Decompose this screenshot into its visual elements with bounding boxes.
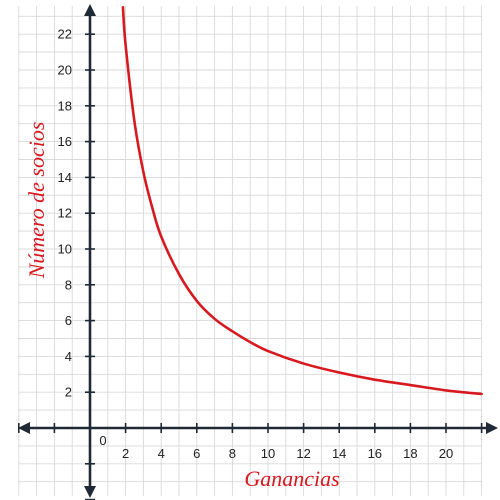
axes bbox=[17, 4, 498, 500]
y-tick-label: 2 bbox=[65, 385, 72, 400]
y-tick-label: 14 bbox=[58, 170, 72, 185]
y-tick-label: 20 bbox=[58, 63, 72, 78]
x-tick-label: 18 bbox=[403, 446, 417, 461]
x-axis-arrow-right bbox=[486, 422, 498, 434]
tick-labels: 2 4 6 8 10 12 14 16 18 20 2 4 6 8 10 12 14 16 18 20 22 0 bbox=[58, 27, 454, 461]
y-axis-title: Número de socios bbox=[24, 122, 49, 280]
x-tick-label: 12 bbox=[296, 446, 310, 461]
y-tick-label: 10 bbox=[58, 242, 72, 257]
origin-label: 0 bbox=[99, 433, 106, 448]
y-tick-label: 22 bbox=[58, 27, 72, 42]
x-axis-arrow-left bbox=[18, 422, 30, 434]
x-tick-label: 2 bbox=[122, 446, 129, 461]
y-axis-arrow-bottom bbox=[84, 486, 96, 498]
y-tick-label: 12 bbox=[58, 206, 72, 221]
x-tick-label: 8 bbox=[229, 446, 236, 461]
y-tick-label: 16 bbox=[58, 134, 72, 149]
x-tick-label: 4 bbox=[158, 446, 165, 461]
y-tick-label: 18 bbox=[58, 98, 72, 113]
y-tick-label: 8 bbox=[65, 277, 72, 292]
x-tick-label: 6 bbox=[193, 446, 200, 461]
x-tick-label: 20 bbox=[439, 446, 453, 461]
y-tick-label: 4 bbox=[65, 349, 72, 364]
x-tick-label: 10 bbox=[261, 446, 275, 461]
series bbox=[121, 6, 483, 396]
x-tick-label: 14 bbox=[332, 446, 346, 461]
y-axis-arrow-top bbox=[84, 4, 96, 16]
series-line bbox=[121, 6, 483, 396]
y-tick-label: 6 bbox=[65, 313, 72, 328]
grid bbox=[18, 6, 483, 496]
x-tick-label: 16 bbox=[368, 446, 382, 461]
x-axis-title: Ganancias bbox=[244, 466, 339, 491]
